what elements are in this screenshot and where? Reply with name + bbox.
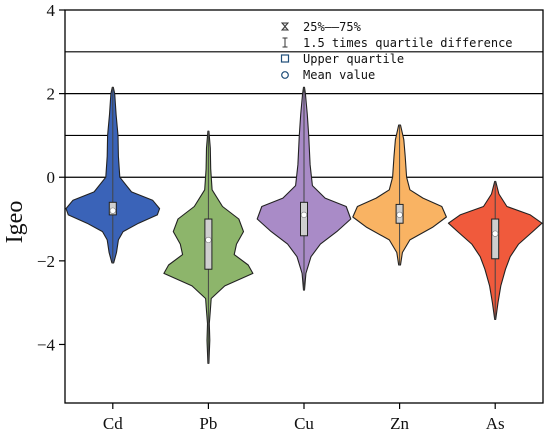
circle-icon [281,71,289,79]
y-tick-label: 4 [47,1,56,20]
legend: 25%——75% 1.5 times quartile difference Upp… [280,20,513,82]
violin-median-dot [109,207,116,214]
whisker-icon [282,37,288,48]
violin-iqr-box [491,218,500,260]
legend-item: Upper quartile [280,52,404,66]
legend-label: 25%——75% [303,20,362,34]
violin-group-pb [163,130,254,364]
violins [65,86,543,364]
violin-iqr-box [204,218,213,270]
y-tick-label: −4 [37,335,56,354]
legend-label: Mean value [303,68,375,82]
violin-median-dot [396,211,403,218]
violin-median-dot [205,236,212,244]
violin-median-dot [492,230,499,237]
legend-item: 25%——75% [280,20,362,34]
x-tick-label: Pb [199,414,217,433]
legend-label: Upper quartile [303,52,404,66]
square-icon [280,54,290,63]
violin-group-cd [65,86,161,264]
x-tick-label: Cd [103,414,123,433]
y-axis-title: Igeo [2,201,28,244]
legend-label: 1.5 times quartile difference [303,36,513,50]
y-tick-label: 0 [47,168,56,187]
box-icon [280,22,290,31]
legend-item: Mean value [281,68,375,82]
violin-median-dot [300,211,308,218]
axes: −4 −2 0 2 4 Cd Pb Cu Zn As [37,1,544,433]
legend-item: 1.5 times quartile difference [282,36,513,50]
y-tick-label: −2 [37,252,55,271]
x-tick-label: Zn [390,414,409,433]
violin-iqr-box [300,201,308,237]
y-tick-label: 2 [47,85,56,104]
violin-group-zn [352,124,447,266]
violin-group-as [447,180,543,320]
x-tick-label: Cu [294,414,314,433]
x-tick-label: As [486,414,505,433]
violin-group-cu [256,86,352,291]
